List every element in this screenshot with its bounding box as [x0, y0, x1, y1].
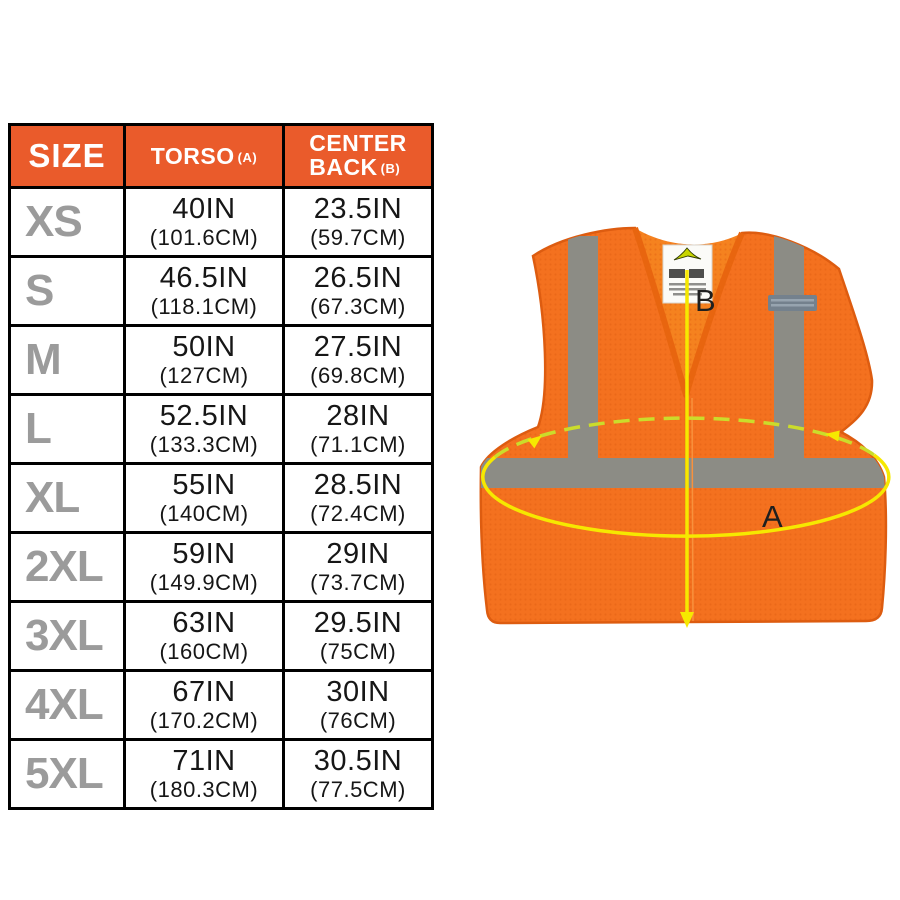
torso-inches: 59IN [172, 538, 236, 571]
size-cell: S [8, 255, 126, 327]
center-back-inches: 28IN [326, 400, 390, 433]
center-back-cell: 28.5IN (72.4CM) [282, 462, 434, 534]
torso-inches: 67IN [172, 676, 236, 709]
header-torso: TORSO (A) [123, 123, 285, 189]
size-table-row: L 52.5IN (133.3CM) 28IN (71.1CM) [8, 393, 434, 465]
size-table-row: XS 40IN (101.6CM) 23.5IN (59.7CM) [8, 186, 434, 258]
tag-bird-logo-icon [673, 247, 702, 261]
center-back-inches: 23.5IN [313, 193, 403, 226]
torso-measure-ellipse-solid [481, 453, 891, 538]
torso-cell: 63IN (160CM) [123, 600, 285, 672]
size-cell: XS [8, 186, 126, 258]
size-table-row: 5XL 71IN (180.3CM) 30.5IN (77.5CM) [8, 738, 434, 810]
center-back-cell: 30IN (76CM) [282, 669, 434, 741]
center-back-cm: (69.8CM) [310, 362, 406, 388]
center-back-inches: 26.5IN [313, 262, 403, 295]
header-center-back-line1: CENTER [309, 129, 407, 156]
center-back-inches: 30IN [326, 676, 390, 709]
header-center-back-sub: (B) [380, 161, 401, 177]
torso-inches: 50IN [172, 331, 236, 364]
torso-cell: 55IN (140CM) [123, 462, 285, 534]
size-cell: L [8, 393, 126, 465]
size-table-row: M 50IN (127CM) 27.5IN (69.8CM) [8, 324, 434, 396]
torso-measure-arrow-left [527, 435, 543, 449]
center-back-cell: 29IN (73.7CM) [282, 531, 434, 603]
size-chart-table: SIZE TORSO (A) CENTER BACK (B) XS 40IN (101.… [8, 123, 434, 810]
vest-illustration: B A [479, 226, 891, 628]
center-back-cm: (72.4CM) [310, 500, 406, 526]
header-size: SIZE [8, 123, 126, 189]
size-cell: 3XL [8, 600, 126, 672]
center-back-inches: 28.5IN [313, 469, 403, 502]
center-back-inches: 27.5IN [313, 331, 403, 364]
center-back-cm: (77.5CM) [310, 776, 406, 802]
torso-cm: (180.3CM) [149, 776, 259, 802]
size-table-row: 3XL 63IN (160CM) 29.5IN (75CM) [8, 600, 434, 672]
center-back-cm: (67.3CM) [310, 293, 406, 319]
torso-cm: (101.6CM) [149, 224, 259, 250]
torso-inches: 46.5IN [159, 262, 249, 295]
torso-inches: 55IN [172, 469, 236, 502]
torso-cell: 59IN (149.9CM) [123, 531, 285, 603]
torso-cell: 67IN (170.2CM) [123, 669, 285, 741]
center-back-cm: (71.1CM) [310, 431, 406, 457]
torso-inches: 52.5IN [159, 400, 249, 433]
label-a: A [762, 499, 783, 534]
chest-reflective-stripe [480, 458, 886, 488]
center-back-cell: 27.5IN (69.8CM) [282, 324, 434, 396]
header-center-back-stack: CENTER BACK (B) [309, 129, 407, 181]
center-back-inches: 29IN [326, 538, 390, 571]
torso-cell: 46.5IN (118.1CM) [123, 255, 285, 327]
torso-cm: (149.9CM) [149, 569, 259, 595]
size-chart-header: SIZE TORSO (A) CENTER BACK (B) [8, 123, 434, 189]
size-cell: M [8, 324, 126, 396]
center-back-cell: 23.5IN (59.7CM) [282, 186, 434, 258]
size-chart-body: XS 40IN (101.6CM) 23.5IN (59.7CM) S 46.5IN (118… [8, 186, 434, 810]
torso-cm: (140CM) [159, 500, 249, 526]
center-back-cell: 26.5IN (67.3CM) [282, 255, 434, 327]
center-back-cell: 29.5IN (75CM) [282, 600, 434, 672]
center-back-cm: (59.7CM) [310, 224, 406, 250]
torso-cm: (118.1CM) [150, 293, 258, 319]
torso-measure-arrow-right [825, 430, 840, 442]
center-back-cm: (73.7CM) [310, 569, 406, 595]
center-back-cell: 30.5IN (77.5CM) [282, 738, 434, 810]
torso-cell: 50IN (127CM) [123, 324, 285, 396]
header-row: SIZE TORSO (A) CENTER BACK (B) [8, 123, 434, 189]
size-table-row: 2XL 59IN (149.9CM) 29IN (73.7CM) [8, 531, 434, 603]
vest-diagram: B A [458, 222, 898, 634]
center-back-measure-arrow [680, 612, 694, 628]
velcro-patch [768, 295, 817, 311]
torso-cm: (127CM) [159, 362, 249, 388]
size-table-row: S 46.5IN (118.1CM) 26.5IN (67.3CM) [8, 255, 434, 327]
header-center-back: CENTER BACK (B) [282, 123, 434, 189]
header-torso-label: TORSO [150, 142, 235, 169]
torso-inches: 40IN [172, 193, 236, 226]
torso-cell: 71IN (180.3CM) [123, 738, 285, 810]
size-cell: 5XL [8, 738, 126, 810]
center-back-inches: 29.5IN [313, 607, 403, 640]
size-table-row: XL 55IN (140CM) 28.5IN (72.4CM) [8, 462, 434, 534]
center-back-inches: 30.5IN [313, 745, 403, 778]
size-table-row: 4XL 67IN (170.2CM) 30IN (76CM) [8, 669, 434, 741]
size-cell: 2XL [8, 531, 126, 603]
front-seam-highlight [691, 397, 694, 622]
torso-cm: (133.3CM) [149, 431, 259, 457]
label-b: B [695, 283, 716, 318]
torso-inches: 71IN [172, 745, 236, 778]
torso-cm: (160CM) [159, 638, 249, 664]
header-torso-sub: (A) [237, 149, 258, 165]
torso-cell: 52.5IN (133.3CM) [123, 393, 285, 465]
torso-cell: 40IN (101.6CM) [123, 186, 285, 258]
center-back-cm: (75CM) [319, 638, 397, 664]
center-back-cm: (76CM) [319, 707, 397, 733]
size-cell: 4XL [8, 669, 126, 741]
torso-cm: (170.2CM) [149, 707, 259, 733]
size-cell: XL [8, 462, 126, 534]
torso-inches: 63IN [172, 607, 236, 640]
header-center-back-line2: BACK [309, 154, 378, 181]
center-back-cell: 28IN (71.1CM) [282, 393, 434, 465]
